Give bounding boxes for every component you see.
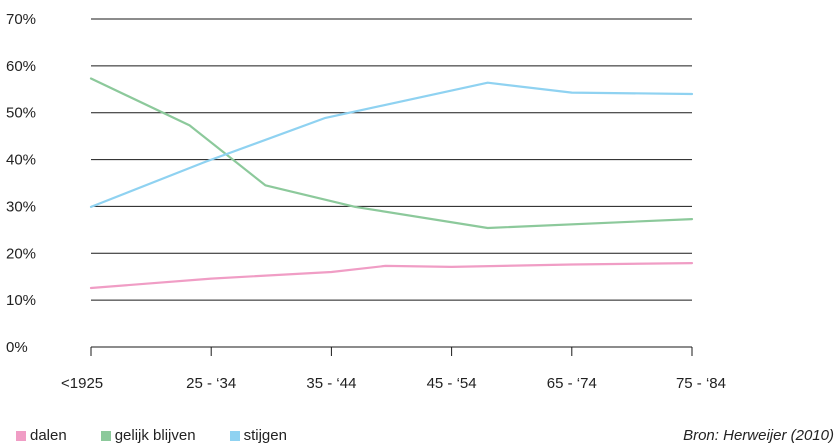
y-tick-label: 70% [6,11,36,28]
series-lines [89,77,694,290]
y-tick-label: 60% [6,58,36,75]
legend-item-stijgen: stijgen [229,427,287,444]
legend-item-dalen: dalen [16,427,67,444]
x-tick-label: 25 - ‘34 [186,375,236,392]
x-tick-label: 35 - ‘44 [306,375,356,392]
legend-swatch-dalen [16,430,26,441]
series-line-gelijk-blijven [89,77,694,230]
series-line-stijgen [89,81,694,208]
legend-label-dalen: dalen [30,427,67,444]
y-tick-label: 10% [6,292,36,309]
x-tick-label: 75 - ‘84 [676,375,726,392]
y-tick-label: 0% [6,339,28,356]
series-line-dalen [89,262,694,290]
legend-label-gelijk-blijven: gelijk blijven [114,427,196,444]
x-tick-label: <1925 [61,375,103,392]
legend-swatch-gelijk-blijven [100,430,111,441]
legend-label-stijgen: stijgen [243,427,287,444]
legend-swatch-stijgen [229,430,240,441]
x-tick-label: 45 - ‘54 [427,375,477,392]
y-axis-ticks: 0% 10% 20% 30% 40% 50% 60% 70% [6,11,36,356]
legend: dalen gelijk blijven stijgen [16,427,321,444]
y-tick-label: 50% [6,105,36,122]
gridlines [91,18,692,301]
source-note: Bron: Herweijer (2010) [683,427,834,444]
x-tick-label: 65 - ‘74 [547,375,597,392]
y-tick-label: 40% [6,152,36,169]
y-tick-label: 30% [6,198,36,215]
x-axis: <1925 25 - ‘34 35 - ‘44 45 - ‘54 65 - ‘74 75 … [61,346,726,392]
y-tick-label: 20% [6,245,36,262]
legend-item-gelijk-blijven: gelijk blijven [100,427,196,444]
line-chart: 0% 10% 20% 30% 40% 50% 60% 70% <1925 25 - ‘34 35 … [6,11,726,392]
